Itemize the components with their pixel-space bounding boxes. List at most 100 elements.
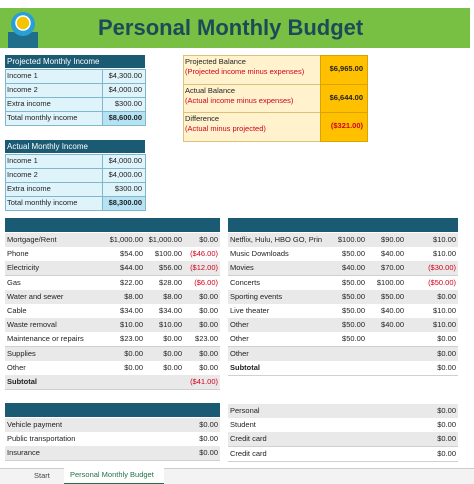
row-label: Other <box>230 348 249 358</box>
amount: $0.00 <box>199 420 218 429</box>
row-value: $4,000.00 <box>108 170 142 179</box>
row-label: Public transportation <box>7 434 76 444</box>
row-label: Waste removal <box>7 320 57 330</box>
balance-value-cell <box>320 112 368 142</box>
row-label: Extra income <box>7 184 51 193</box>
amount: $34.00 <box>120 306 143 315</box>
sheet-tab[interactable]: Start <box>34 471 50 480</box>
amount: ($12.00) <box>190 263 218 273</box>
amount: $100.00 <box>376 277 404 287</box>
row-label: Concerts <box>230 277 261 287</box>
row-value: $8,600.00 <box>108 113 142 122</box>
row-label: Cable <box>7 306 27 315</box>
amount: $56.00 <box>159 263 182 273</box>
table-header <box>5 218 220 232</box>
active-sheet-tab[interactable]: Personal Monthly Budget <box>64 468 164 484</box>
amount: $0.00 <box>124 348 143 358</box>
amount: $0.00 <box>199 448 218 458</box>
amount: $10.00 <box>120 320 143 330</box>
amount: $0.00 <box>199 291 218 301</box>
row-label: Subtotal <box>7 377 37 386</box>
amount: $50.00 <box>342 291 365 301</box>
amount: $0.00 <box>163 334 182 344</box>
row-label: Live theater <box>230 306 270 315</box>
balance-label: Projected Balance <box>185 57 246 66</box>
amount: ($30.00) <box>428 263 456 273</box>
row-label: Subtotal <box>230 362 260 372</box>
row-label: Income 1 <box>7 156 38 165</box>
row-label: Mortgage/Rent <box>7 235 57 244</box>
amount: $0.00 <box>437 334 456 344</box>
row-label: Student <box>230 420 256 430</box>
table-title: Projected Monthly Income <box>7 57 100 66</box>
amount: $34.00 <box>159 306 182 315</box>
amount: $0.00 <box>124 362 143 372</box>
amount: $40.00 <box>342 263 365 273</box>
amount: $40.00 <box>381 320 404 330</box>
row-label: Sporting events <box>230 291 283 301</box>
amount: $22.00 <box>120 277 143 287</box>
value-cell <box>102 111 146 126</box>
amount: $100.00 <box>154 249 182 259</box>
amount: $0.00 <box>199 320 218 330</box>
table-header <box>5 140 145 153</box>
row-band <box>228 446 458 462</box>
balance-label-cell <box>183 55 321 85</box>
title-banner <box>0 8 470 48</box>
row-band <box>5 446 220 462</box>
amount: $10.00 <box>433 306 456 315</box>
row-label: Extra income <box>7 99 51 108</box>
balance-value: ($321.00) <box>330 121 363 130</box>
amount: $40.00 <box>381 306 404 315</box>
amount: $50.00 <box>342 334 365 344</box>
balance-note: (Actual income minus expenses) <box>185 95 294 105</box>
row-label: Credit card <box>230 434 267 444</box>
amount: $0.00 <box>199 362 218 372</box>
row-label: Gas <box>7 277 21 287</box>
row-label: Income 2 <box>7 170 38 179</box>
amount: $0.00 <box>163 348 182 358</box>
balance-label-cell <box>183 112 321 142</box>
amount: $50.00 <box>342 306 365 315</box>
row-label: Other <box>7 362 26 372</box>
amount: $10.00 <box>159 320 182 330</box>
row-label: Insurance <box>7 448 40 458</box>
page-title: Personal Monthly Budget <box>98 15 364 40</box>
row-label: Supplies <box>7 348 36 358</box>
row-value: $8,300.00 <box>108 198 142 207</box>
row-label: Total monthly income <box>7 113 78 122</box>
amount: $0.00 <box>437 291 456 301</box>
row-value: $4,000.00 <box>108 156 142 165</box>
row-label: Electricity <box>7 263 40 273</box>
balance-value: $6,965.00 <box>329 64 363 73</box>
amount: $10.00 <box>433 320 456 330</box>
amount: $54.00 <box>120 249 143 259</box>
amount: $0.00 <box>437 348 456 358</box>
balance-label: Difference <box>185 114 220 123</box>
amount: $50.00 <box>342 249 365 259</box>
amount: $90.00 <box>381 235 404 244</box>
amount: $0.00 <box>437 420 456 430</box>
row-band <box>5 375 220 390</box>
amount: $1,000.00 <box>148 235 182 244</box>
row-label: Other <box>230 334 249 344</box>
table-title: Actual Monthly Income <box>7 142 88 151</box>
row-label: Credit card <box>230 448 267 458</box>
amount: $0.00 <box>199 434 218 444</box>
row-value: $4,300.00 <box>108 71 142 80</box>
balance-note: (Projected income minus expenses) <box>185 67 305 76</box>
row-band <box>228 360 458 376</box>
balance-note: (Actual minus projected) <box>185 124 266 133</box>
row-label: Income 1 <box>7 71 38 80</box>
amount: $0.00 <box>199 235 218 244</box>
amount: $28.00 <box>159 277 182 287</box>
amount: ($46.00) <box>190 249 218 259</box>
amount: $100.00 <box>337 235 365 244</box>
row-label: Maintenance or repairs <box>7 334 84 344</box>
amount: $10.00 <box>433 235 456 244</box>
amount: ($50.00) <box>428 277 456 287</box>
amount: $50.00 <box>342 320 365 330</box>
row-label: Vehicle payment <box>7 420 63 429</box>
row-label: Income 2 <box>7 85 38 94</box>
